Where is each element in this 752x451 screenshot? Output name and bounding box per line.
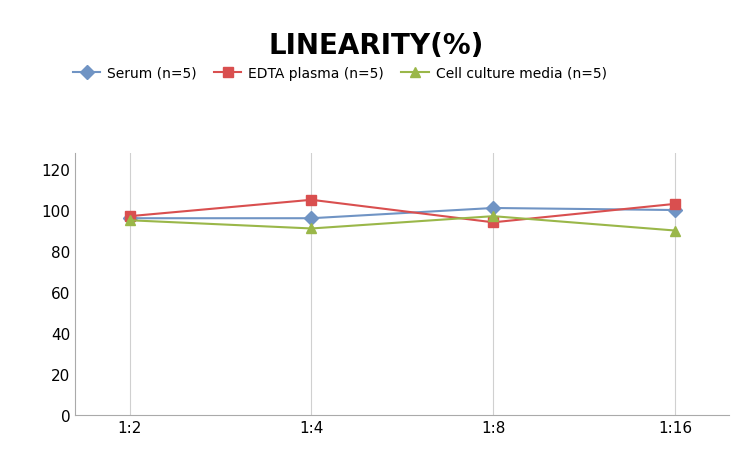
Line: Cell culture media (n=5): Cell culture media (n=5) xyxy=(125,212,680,236)
EDTA plasma (n=5) xyxy=(307,198,316,203)
EDTA plasma (n=5) xyxy=(489,220,498,226)
Line: EDTA plasma (n=5): EDTA plasma (n=5) xyxy=(125,195,680,228)
EDTA plasma (n=5) xyxy=(125,214,134,219)
Serum (n=5) xyxy=(671,208,680,213)
Serum (n=5) xyxy=(489,206,498,211)
Cell culture media (n=5) xyxy=(489,214,498,219)
EDTA plasma (n=5) xyxy=(671,202,680,207)
Serum (n=5) xyxy=(125,216,134,221)
Line: Serum (n=5): Serum (n=5) xyxy=(125,204,680,224)
Text: LINEARITY(%): LINEARITY(%) xyxy=(268,32,484,60)
Serum (n=5) xyxy=(307,216,316,221)
Legend: Serum (n=5), EDTA plasma (n=5), Cell culture media (n=5): Serum (n=5), EDTA plasma (n=5), Cell cul… xyxy=(67,61,612,86)
Cell culture media (n=5) xyxy=(671,228,680,234)
Cell culture media (n=5) xyxy=(307,226,316,232)
Cell culture media (n=5) xyxy=(125,218,134,224)
